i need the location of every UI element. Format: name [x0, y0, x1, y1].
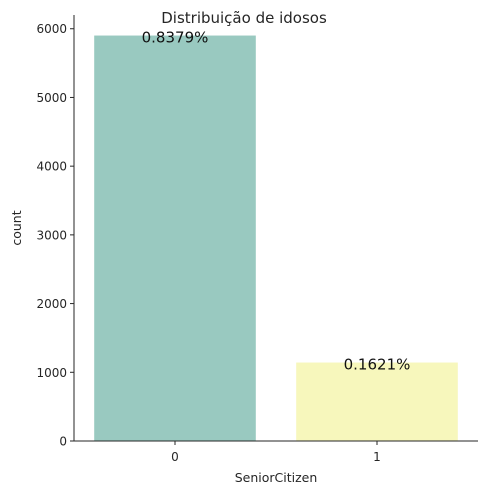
- y-tick-label: 6000: [36, 22, 67, 36]
- bar-0: [94, 35, 256, 442]
- x-tick-label: 0: [171, 450, 179, 464]
- bar-value-label: 0.1621%: [344, 356, 411, 374]
- bars-group: [94, 35, 458, 442]
- y-tick-label: 0: [59, 435, 67, 449]
- y-tick-label: 5000: [36, 91, 67, 105]
- chart-title: Distribuição de idosos: [161, 9, 327, 27]
- bar-value-label: 0.8379%: [142, 29, 209, 47]
- bar-1: [296, 362, 458, 441]
- x-axis-label: SeniorCitizen: [235, 470, 318, 485]
- y-tick-label: 2000: [36, 297, 67, 311]
- y-axis-label: count: [9, 210, 24, 245]
- y-tick-label: 3000: [36, 228, 67, 242]
- data-labels-group: 0.8379% 0.1621%: [142, 29, 411, 374]
- y-axis-ticks: 0 1000 2000 3000 4000 5000 6000: [36, 22, 74, 449]
- y-tick-label: 4000: [36, 160, 67, 174]
- y-tick-label: 1000: [36, 366, 67, 380]
- x-tick-label: 1: [373, 450, 381, 464]
